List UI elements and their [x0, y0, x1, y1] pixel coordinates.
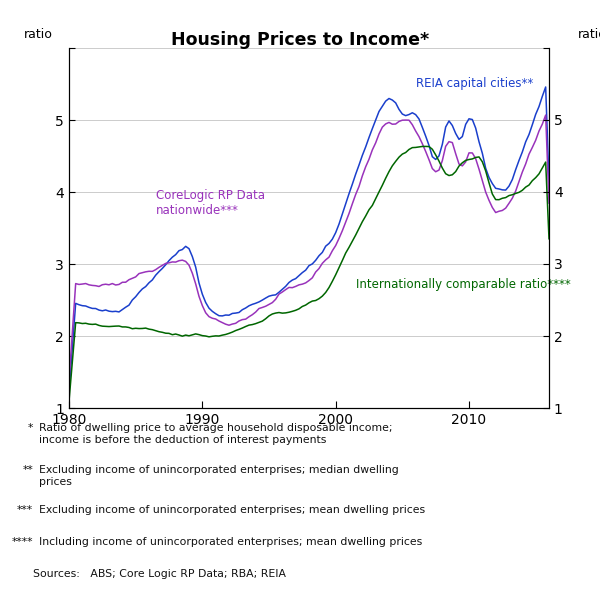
Text: REIA capital cities**: REIA capital cities** — [416, 77, 533, 90]
Text: ratio: ratio — [578, 28, 600, 41]
Text: CoreLogic RP Data
nationwide***: CoreLogic RP Data nationwide*** — [155, 189, 265, 217]
Text: Excluding income of unincorporated enterprises; mean dwelling prices: Excluding income of unincorporated enter… — [39, 505, 425, 515]
Text: Including income of unincorporated enterprises; mean dwelling prices: Including income of unincorporated enter… — [39, 537, 422, 547]
Text: ***: *** — [17, 505, 33, 515]
Text: Ratio of dwelling price to average household disposable income;
income is before: Ratio of dwelling price to average house… — [39, 423, 392, 445]
Text: Housing Prices to Income*: Housing Prices to Income* — [171, 31, 429, 49]
Text: *: * — [28, 423, 33, 433]
Text: Internationally comparable ratio****: Internationally comparable ratio**** — [356, 278, 571, 292]
Text: ratio: ratio — [23, 28, 52, 41]
Text: **: ** — [22, 465, 33, 475]
Text: Sources:   ABS; Core Logic RP Data; RBA; REIA: Sources: ABS; Core Logic RP Data; RBA; R… — [33, 569, 286, 579]
Text: ****: **** — [11, 537, 33, 547]
Text: Excluding income of unincorporated enterprises; median dwelling
prices: Excluding income of unincorporated enter… — [39, 465, 399, 487]
